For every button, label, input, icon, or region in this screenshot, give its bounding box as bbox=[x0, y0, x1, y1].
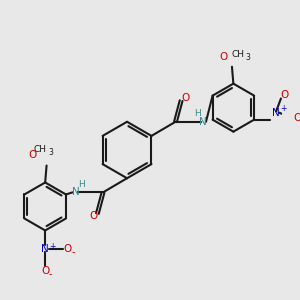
Text: H: H bbox=[194, 110, 201, 118]
Text: +: + bbox=[49, 242, 55, 251]
Text: CH: CH bbox=[34, 146, 47, 154]
Text: H: H bbox=[78, 180, 84, 189]
Text: O: O bbox=[41, 266, 49, 276]
Text: O: O bbox=[181, 93, 190, 103]
Text: -: - bbox=[49, 269, 52, 279]
Text: 3: 3 bbox=[245, 53, 250, 62]
Text: O: O bbox=[28, 150, 37, 160]
Text: -: - bbox=[71, 247, 75, 257]
Text: O: O bbox=[280, 90, 289, 100]
Text: N: N bbox=[41, 244, 49, 254]
Text: N: N bbox=[71, 187, 79, 197]
Text: O: O bbox=[293, 113, 300, 123]
Text: 3: 3 bbox=[48, 148, 53, 157]
Text: CH: CH bbox=[232, 50, 245, 59]
Text: O: O bbox=[63, 244, 71, 254]
Text: +: + bbox=[280, 104, 286, 113]
Text: O: O bbox=[219, 52, 228, 62]
Text: N: N bbox=[199, 117, 207, 127]
Text: O: O bbox=[89, 211, 97, 221]
Text: N: N bbox=[272, 108, 280, 118]
